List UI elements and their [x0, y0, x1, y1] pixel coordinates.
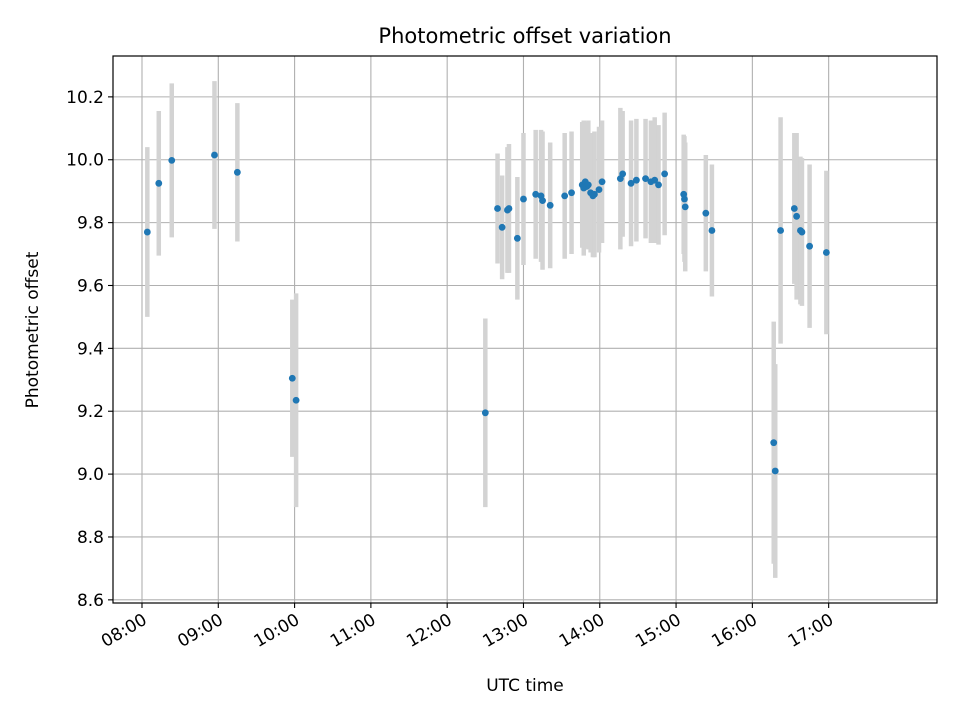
x-tick-label: 17:00	[785, 610, 837, 652]
y-tick-label: 9.6	[77, 276, 104, 296]
data-point	[806, 242, 813, 250]
y-tick-label: 8.8	[77, 528, 104, 548]
y-tick-label: 10.0	[66, 151, 104, 171]
data-point	[568, 189, 575, 197]
data-point	[681, 203, 689, 211]
x-tick-label: 13:00	[480, 610, 532, 652]
data-point	[168, 156, 176, 164]
data-point	[642, 175, 649, 183]
x-tick-label: 08:00	[98, 610, 150, 652]
data-point	[520, 195, 527, 203]
data-point	[627, 179, 635, 187]
x-tick-label: 14:00	[556, 610, 608, 652]
x-tick-label: 11:00	[327, 610, 379, 652]
data-point	[822, 249, 830, 256]
data-point	[661, 170, 669, 178]
data-point	[505, 205, 513, 212]
y-axis-label: Photometric offset	[23, 251, 43, 408]
x-tick-label: 12:00	[403, 610, 455, 652]
data-point	[651, 176, 659, 184]
data-point	[481, 409, 489, 417]
x-axis-ticks: 08:00 09:00 10:00 11:00 12:00 13:00 14:00 15:00…	[98, 603, 837, 652]
x-tick-label: 15:00	[632, 610, 684, 652]
data-point	[591, 190, 598, 198]
data-point	[793, 212, 801, 220]
data-point	[777, 227, 784, 234]
data-point	[702, 209, 710, 217]
data-point	[513, 234, 521, 242]
data-points	[143, 151, 830, 475]
error-bars	[145, 81, 829, 578]
data-point	[708, 227, 716, 234]
y-tick-label: 9.0	[77, 465, 104, 485]
data-point	[584, 181, 592, 189]
x-tick-label: 09:00	[174, 610, 226, 652]
data-point	[155, 179, 163, 187]
data-point	[632, 176, 640, 184]
data-point	[143, 228, 151, 236]
data-point	[619, 170, 627, 178]
data-point	[292, 396, 300, 404]
y-axis-ticks: 8.6 8.8 9.0 9.2 9.4 9.6 9.8 10.0 10.2	[66, 88, 113, 611]
data-point	[561, 192, 569, 200]
y-tick-label: 9.2	[77, 402, 104, 422]
data-point	[546, 201, 554, 209]
data-point	[288, 374, 296, 382]
data-point	[790, 205, 798, 212]
data-point	[595, 186, 603, 194]
x-tick-label: 10:00	[251, 610, 303, 652]
y-tick-label: 9.4	[77, 339, 104, 359]
y-tick-label: 8.6	[77, 591, 104, 611]
data-point	[494, 205, 501, 212]
data-point	[233, 168, 241, 176]
y-tick-label: 9.8	[77, 214, 104, 234]
data-point	[211, 151, 218, 159]
plot-frame	[112, 55, 938, 604]
x-tick-label: 16:00	[708, 610, 760, 652]
data-point	[598, 178, 606, 186]
data-point	[655, 181, 662, 189]
data-point	[539, 197, 546, 205]
data-point	[798, 228, 806, 236]
y-tick-label: 10.2	[66, 88, 104, 108]
data-point	[532, 190, 540, 198]
data-point	[498, 223, 506, 231]
data-point	[770, 439, 778, 447]
x-axis-label: UTC time	[486, 676, 564, 696]
data-point	[771, 467, 779, 475]
data-point	[681, 195, 688, 203]
chart-title: Photometric offset variation	[378, 24, 671, 48]
